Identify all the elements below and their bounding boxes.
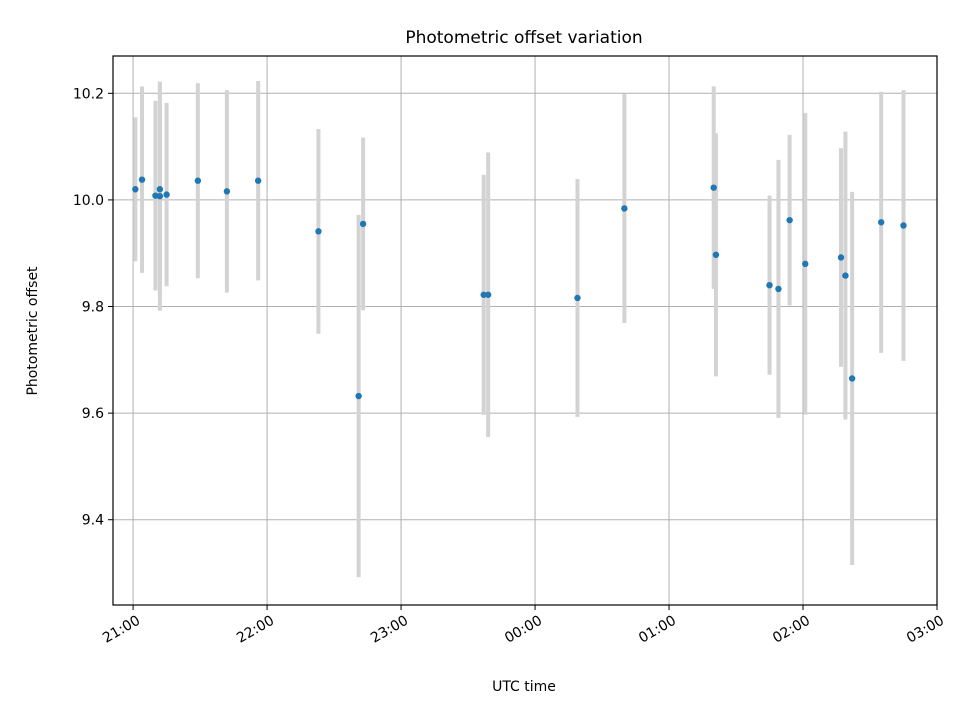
data-point — [194, 177, 202, 184]
data-point — [837, 254, 845, 261]
y-tick-label: 9.4 — [82, 513, 104, 529]
y-tick-label: 10.2 — [73, 86, 104, 102]
data-point — [484, 291, 492, 298]
data-point — [132, 186, 139, 193]
x-tick-label: 23:00 — [368, 613, 411, 647]
chart-title: Photometric offset variation — [405, 28, 642, 48]
data-point — [766, 281, 773, 289]
data-point — [802, 260, 809, 268]
data-point — [877, 219, 885, 226]
data-point — [786, 216, 793, 224]
data-point — [156, 192, 164, 200]
x-tick-label: 01:00 — [636, 613, 679, 647]
errorbars — [133, 81, 906, 578]
y-axis-label: Photometric offset — [25, 266, 41, 396]
x-tick-label: 22:00 — [234, 613, 277, 647]
data-point — [848, 375, 856, 382]
x-tick-label: 03:00 — [904, 613, 947, 647]
data-point — [842, 272, 849, 279]
y-tick-label: 9.8 — [82, 300, 104, 316]
plot-frame — [112, 55, 938, 606]
data-point — [138, 176, 146, 183]
data-point — [223, 188, 231, 195]
data-point — [900, 222, 907, 229]
data-point — [574, 294, 581, 302]
data-point — [254, 177, 262, 184]
x-axis: 21:00 22:00 23:00 00:00 01:00 02:00 03:00 — [100, 605, 947, 647]
y-axis: 9.4 9.6 9.8 10.0 10.2 — [73, 86, 113, 529]
x-tick-label: 02:00 — [770, 613, 813, 647]
data-point — [621, 205, 628, 212]
data-point — [315, 228, 322, 235]
x-tick-label: 00:00 — [502, 613, 545, 647]
data-point — [710, 184, 717, 191]
data-point — [163, 191, 170, 198]
data-point — [156, 186, 164, 193]
y-tick-label: 10.0 — [73, 193, 104, 209]
data-point — [480, 291, 487, 298]
grid — [113, 56, 938, 605]
data-point — [355, 392, 362, 400]
x-axis-label: UTC time — [492, 679, 556, 695]
x-tick-label: 21:00 — [100, 613, 143, 647]
points — [132, 176, 907, 400]
data-point — [775, 285, 782, 293]
y-tick-label: 9.6 — [82, 406, 104, 422]
data-point — [359, 220, 367, 228]
data-point — [712, 251, 720, 259]
